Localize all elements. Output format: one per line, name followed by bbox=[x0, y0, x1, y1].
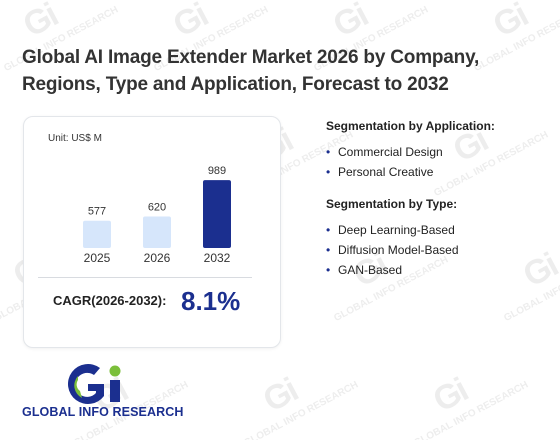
bullet-icon: • bbox=[326, 223, 331, 237]
watermark-mark: Gi bbox=[487, 0, 534, 45]
chart-divider bbox=[38, 277, 252, 278]
watermark-text: GLOBAL INFO RESEARCH bbox=[412, 379, 531, 440]
data-label-2025: 577 bbox=[88, 206, 106, 218]
list-item-label: Diffusion Model-Based bbox=[338, 243, 459, 257]
bullet-icon: • bbox=[326, 145, 331, 159]
bullet-icon: • bbox=[326, 263, 331, 277]
watermark-mark: Gi bbox=[327, 0, 374, 45]
list-item-label: Deep Learning-Based bbox=[338, 223, 455, 237]
data-label-2026: 620 bbox=[148, 201, 166, 213]
page-title: Global AI Image Extender Market 2026 by … bbox=[22, 47, 480, 95]
x-tick-label-2026: 2026 bbox=[144, 251, 171, 265]
x-tick-label-2032: 2032 bbox=[204, 251, 231, 265]
segmentation-application-list: • Commercial Design • Personal Creative bbox=[326, 142, 546, 182]
list-item: • Commercial Design bbox=[326, 142, 546, 162]
watermark-mark: Gi bbox=[427, 371, 474, 420]
bar-2032 bbox=[203, 180, 231, 248]
segmentation-type-list: • Deep Learning-Based • Diffusion Model-Ba… bbox=[326, 220, 546, 280]
segmentation-application-title: Segmentation by Application: bbox=[326, 119, 495, 133]
bar-chart: 577 2025 620 2026 989 2032 bbox=[83, 165, 231, 265]
list-item: • Personal Creative bbox=[326, 162, 546, 182]
watermark-mark: Gi bbox=[167, 0, 214, 45]
segmentation-application: Segmentation by Application: • Commercial… bbox=[326, 119, 546, 182]
bar-2026 bbox=[143, 216, 171, 248]
list-item-label: Personal Creative bbox=[338, 165, 434, 179]
bullet-icon: • bbox=[326, 165, 331, 179]
cagr-value: 8.1% bbox=[181, 286, 241, 316]
watermark-mark: Gi bbox=[257, 371, 304, 420]
list-item: • Deep Learning-Based bbox=[326, 220, 546, 240]
cagr-label: CAGR(2026-2032): bbox=[53, 293, 167, 308]
logo-text: GLOBAL INFO RESEARCH bbox=[22, 405, 184, 419]
segmentation-type: Segmentation by Type: • Deep Learning-Bas… bbox=[326, 197, 546, 280]
list-item: • Diffusion Model-Based bbox=[326, 240, 546, 260]
gi-logo-icon bbox=[68, 364, 121, 404]
watermark-mark: Gi bbox=[17, 0, 64, 45]
watermark-text: GLOBAL INFO RESEARCH bbox=[242, 379, 361, 440]
list-item-label: GAN-Based bbox=[338, 263, 403, 277]
company-logo bbox=[68, 364, 121, 404]
bar-2025 bbox=[83, 220, 111, 248]
x-tick-label-2025: 2025 bbox=[84, 251, 111, 265]
list-item: • GAN-Based bbox=[326, 260, 546, 280]
bullet-icon: • bbox=[326, 243, 331, 257]
unit-label: Unit: US$ M bbox=[48, 133, 102, 144]
segmentation-type-title: Segmentation by Type: bbox=[326, 197, 458, 211]
list-item-label: Commercial Design bbox=[338, 145, 443, 159]
data-label-2032: 989 bbox=[208, 165, 226, 177]
